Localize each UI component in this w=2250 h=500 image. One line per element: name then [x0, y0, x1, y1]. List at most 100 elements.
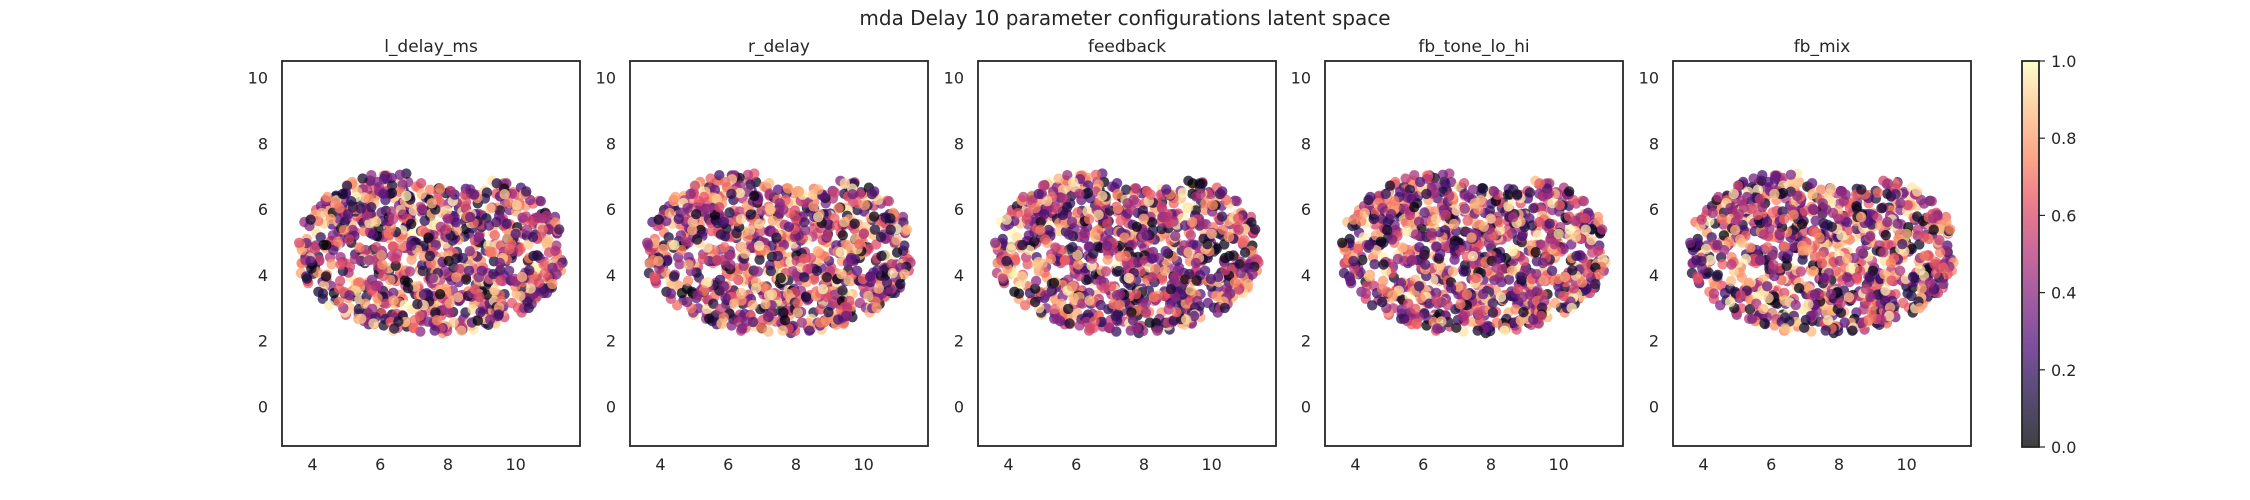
- scatter-point: [1022, 259, 1033, 270]
- scatter-point: [1507, 246, 1518, 257]
- scatter-point: [714, 170, 725, 181]
- scatter-point: [1017, 239, 1028, 251]
- scatter-point: [1708, 288, 1720, 299]
- scatter-point: [510, 228, 521, 239]
- scatter-point: [506, 239, 517, 250]
- scatter-point: [388, 295, 399, 306]
- scatter-point: [1223, 231, 1235, 243]
- scatter-point: [1413, 216, 1425, 227]
- scatter-point: [783, 221, 794, 232]
- scatter-point: [367, 229, 379, 240]
- scatter-point: [371, 242, 382, 253]
- scatter-point: [1474, 315, 1486, 326]
- scatter-point: [778, 307, 789, 318]
- scatter-point: [537, 213, 548, 224]
- scatter-point: [1455, 299, 1466, 310]
- scatter-point: [887, 268, 898, 279]
- y-tick-label: 2: [954, 332, 964, 351]
- scatter-point: [481, 187, 493, 198]
- scatter-point: [1915, 265, 1926, 276]
- scatter-point: [1161, 211, 1172, 223]
- scatter-point: [1820, 325, 1831, 336]
- scatter-point: [1835, 307, 1847, 318]
- scatter-point: [756, 205, 767, 216]
- scatter-point: [506, 297, 518, 309]
- scatter-point: [1558, 290, 1569, 302]
- scatter-point: [1415, 176, 1426, 188]
- scatter-point: [1420, 259, 1431, 270]
- scatter-point: [1810, 215, 1821, 226]
- scatter-point: [715, 303, 726, 315]
- scatter-point: [1843, 292, 1855, 303]
- scatter-point: [489, 285, 500, 296]
- y-tick-label: 8: [606, 134, 616, 153]
- scatter-point: [1059, 193, 1071, 205]
- scatter-point: [1792, 190, 1803, 202]
- scatter-point: [653, 214, 664, 225]
- scatter-point: [668, 271, 680, 282]
- scatter-points: [642, 168, 916, 339]
- scatter-point: [762, 310, 773, 322]
- scatter-point: [767, 215, 778, 226]
- scatter-point: [682, 202, 693, 214]
- scatter-point: [1207, 200, 1219, 211]
- scatter-point: [711, 193, 722, 205]
- scatter-point: [406, 254, 417, 265]
- scatter-point: [1029, 283, 1041, 294]
- scatter-point: [1544, 218, 1555, 229]
- scatter-point: [849, 218, 860, 229]
- scatter-point: [736, 287, 747, 298]
- scatter-point: [1864, 272, 1876, 283]
- y-tick-label: 6: [954, 200, 964, 219]
- scatter-point: [1169, 272, 1181, 283]
- scatter-point: [429, 325, 440, 336]
- scatter-point: [1095, 299, 1106, 311]
- scatter-point: [1821, 307, 1832, 318]
- scatter-point: [448, 317, 459, 328]
- scatter-point: [1199, 265, 1211, 276]
- scatter-point: [1161, 184, 1172, 195]
- scatter-point: [764, 203, 775, 214]
- scatter-point: [1243, 278, 1254, 290]
- scatter-point: [363, 193, 374, 205]
- scatter-point: [777, 325, 788, 336]
- scatter-point: [661, 215, 672, 227]
- scatter-point: [1431, 295, 1442, 306]
- scatter-point: [1377, 202, 1388, 214]
- y-tick-label: 10: [596, 68, 616, 87]
- scatter-point: [1799, 322, 1810, 333]
- scatter-point: [873, 283, 884, 294]
- scatter-point: [324, 300, 335, 311]
- scatter-point: [1012, 207, 1023, 219]
- scatter-point: [1125, 325, 1136, 336]
- scatter-point: [521, 224, 533, 235]
- scatter-point: [1156, 201, 1167, 212]
- scatter-point: [1537, 257, 1549, 269]
- scatter-point: [1847, 325, 1858, 336]
- scatter-point: [399, 299, 410, 311]
- scatter-point: [406, 240, 417, 251]
- scatter-point: [388, 287, 399, 298]
- scatter-point: [1152, 325, 1163, 336]
- scatter-point: [489, 230, 500, 241]
- scatter-point: [1400, 173, 1411, 184]
- scatter-point: [1546, 265, 1558, 276]
- scatter-point: [822, 291, 833, 303]
- scatter-point: [1001, 214, 1012, 225]
- scatter-point: [1758, 229, 1770, 240]
- scatter-point: [1493, 253, 1505, 264]
- scatter-point: [1858, 304, 1869, 315]
- scatter-point: [1067, 281, 1078, 292]
- scatter-point: [1123, 272, 1135, 284]
- scatter-point: [840, 310, 852, 322]
- scatter-point: [1580, 224, 1591, 235]
- scatter-point: [692, 290, 703, 301]
- scatter-point: [1493, 217, 1505, 228]
- scatter-point: [881, 277, 893, 288]
- scatter-point: [859, 200, 870, 211]
- scatter-point: [1376, 296, 1388, 308]
- scatter-point: [792, 307, 804, 318]
- scatter-point: [1187, 178, 1199, 189]
- scatter-point: [487, 247, 498, 258]
- scatter-point: [1930, 268, 1942, 279]
